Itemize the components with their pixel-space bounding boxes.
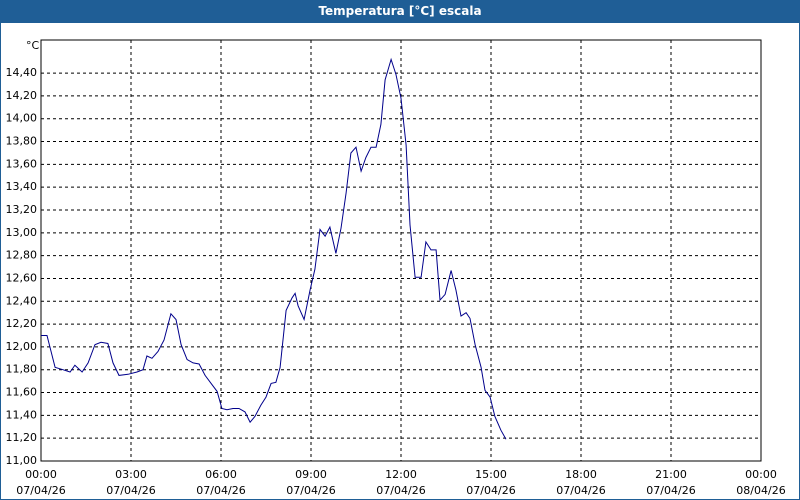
y-tick-label: 11,60 [6,386,38,399]
y-tick-label: 12,60 [6,271,38,284]
y-tick-label: 12,00 [6,340,38,353]
x-tick-date: 08/04/26 [736,484,785,497]
y-tick-label: 12,40 [6,294,38,307]
y-tick-label: 14,20 [6,89,38,102]
y-axis-unit: °C [26,39,40,52]
y-tick-label: 11,00 [6,454,38,467]
y-tick-label: 11,80 [6,363,38,376]
y-tick-label: 11,40 [6,408,38,421]
y-tick-label: 12,80 [6,249,38,262]
y-tick-label: 13,40 [6,180,38,193]
y-tick-label: 13,00 [6,226,38,239]
y-tick-label: 13,20 [6,203,38,216]
x-tick-date: 07/04/26 [466,484,515,497]
plot-border [40,39,762,462]
x-tick-date: 07/04/26 [196,484,245,497]
x-tick-date: 07/04/26 [556,484,605,497]
x-tick-date: 07/04/26 [376,484,425,497]
x-tick-label: 15:00 [475,468,507,481]
y-tick-label: 14,40 [6,66,38,79]
x-tick-label: 09:00 [295,468,327,481]
x-tick-label: 03:00 [115,468,147,481]
y-tick-label: 13,80 [6,135,38,148]
x-tick-label: 21:00 [655,468,687,481]
x-tick-label: 06:00 [205,468,237,481]
y-tick-label: 12,20 [6,317,38,330]
x-tick-label: 12:00 [385,468,417,481]
chart-title: Temperatura [°C] escala [0,0,800,22]
x-tick-label: 18:00 [565,468,597,481]
x-tick-label: 00:00 [745,468,777,481]
x-tick-date: 07/04/26 [646,484,695,497]
x-tick-date: 07/04/26 [286,484,335,497]
y-tick-label: 14,00 [6,112,38,125]
x-tick-date: 07/04/26 [16,484,65,497]
y-tick-label: 11,20 [6,431,38,444]
x-tick-label: 00:00 [25,468,57,481]
line-series [41,57,507,440]
y-tick-label: 13,60 [6,157,38,170]
x-tick-date: 07/04/26 [106,484,155,497]
